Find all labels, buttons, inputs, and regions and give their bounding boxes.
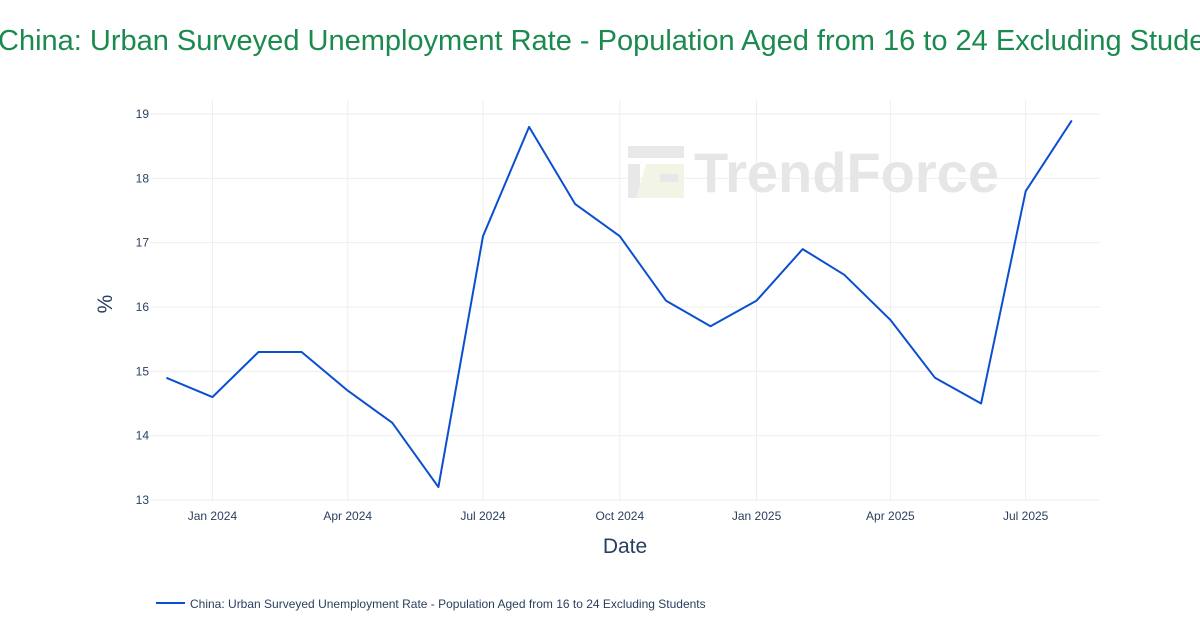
y-tick-label: 15	[136, 364, 150, 378]
data-point[interactable]	[162, 374, 170, 382]
data-point[interactable]	[977, 400, 985, 408]
data-point[interactable]	[799, 245, 807, 253]
data-point[interactable]	[1022, 187, 1030, 195]
x-tick-label: Apr 2024	[323, 509, 372, 523]
data-point[interactable]	[616, 232, 624, 240]
legend[interactable]: China: Urban Surveyed Unemployment Rate …	[156, 597, 706, 611]
y-tick-label: 16	[136, 300, 150, 314]
y-tick-label: 19	[136, 107, 150, 121]
x-axis-ticks: Jan 2024 Apr 2024 Jul 2024 Oct 2024 Jan 2025…	[188, 509, 1049, 523]
y-tick-label: 18	[136, 171, 150, 185]
data-point[interactable]	[479, 232, 487, 240]
y-axis-ticks: 13 14 15 16 17 18 19	[136, 107, 150, 507]
y-tick-label: 13	[136, 493, 150, 507]
data-point[interactable]	[344, 387, 352, 395]
x-tick-label: Jan 2025	[732, 509, 782, 523]
y-tick-label: 14	[136, 429, 150, 443]
y-tick-label: 17	[136, 236, 150, 250]
data-point[interactable]	[298, 348, 306, 356]
data-point[interactable]	[208, 393, 216, 401]
data-point[interactable]	[571, 200, 579, 208]
series-layer	[162, 116, 1076, 491]
chart-title: China: Urban Surveyed Unemployment Rate …	[0, 25, 1200, 57]
x-tick-label: Oct 2024	[595, 509, 644, 523]
data-point[interactable]	[931, 374, 939, 382]
data-point[interactable]	[753, 297, 761, 305]
series-line[interactable]	[166, 119, 1073, 489]
trendforce-logo-mark-icon	[628, 146, 684, 198]
data-point[interactable]	[886, 316, 894, 324]
data-point[interactable]	[1068, 116, 1076, 124]
data-point[interactable]	[707, 322, 715, 330]
watermark-text: TrendForce	[694, 141, 999, 204]
x-tick-label: Jan 2024	[188, 509, 238, 523]
x-tick-label: Apr 2025	[866, 509, 915, 523]
x-axis-title: Date	[603, 535, 647, 558]
x-tick-label: Jul 2025	[1003, 509, 1049, 523]
y-axis-title: %	[94, 295, 117, 314]
data-point[interactable]	[434, 483, 442, 491]
x-tick-label: Jul 2024	[460, 509, 506, 523]
data-point[interactable]	[840, 271, 848, 279]
data-point[interactable]	[255, 348, 263, 356]
legend-label: China: Urban Surveyed Unemployment Rate …	[190, 597, 706, 611]
data-point[interactable]	[388, 419, 396, 427]
data-point[interactable]	[662, 297, 670, 305]
data-point[interactable]	[525, 123, 533, 131]
trendforce-watermark-logo: TrendForce	[628, 141, 999, 204]
